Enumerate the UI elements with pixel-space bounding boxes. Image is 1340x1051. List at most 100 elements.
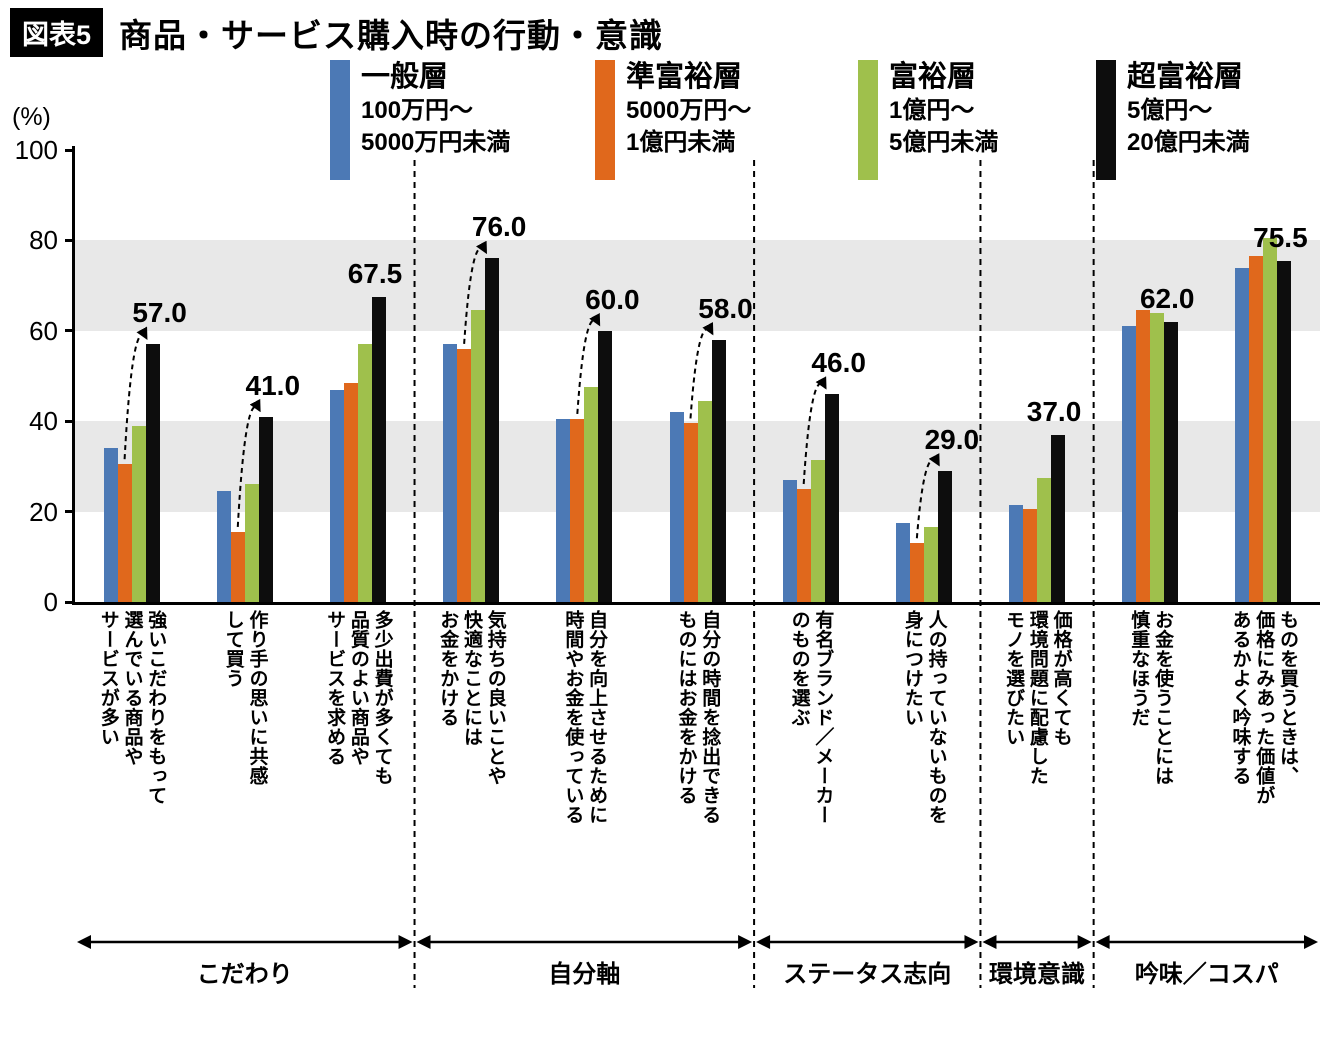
bar xyxy=(923,527,938,602)
category-label: 作り手の思いに共感 して買う xyxy=(187,610,303,942)
bar xyxy=(1051,434,1066,602)
bar xyxy=(443,344,458,602)
value-label: 60.0 xyxy=(585,283,640,315)
bar xyxy=(796,489,811,602)
y-tick-label: 40 xyxy=(29,406,58,437)
bar xyxy=(1037,477,1052,602)
section-label: こだわり xyxy=(196,961,293,988)
category-label-text: 強いこだわりをもって 選んでいる商品や サービスが多い xyxy=(97,610,167,805)
bar xyxy=(371,296,386,602)
bar xyxy=(669,412,684,602)
y-tick-mark xyxy=(65,238,75,242)
category-label: 有名ブランド／メーカー のものを選ぶ xyxy=(753,610,869,942)
bar xyxy=(1150,312,1165,602)
category-label-text: 有名ブランド／メーカー のものを選ぶ xyxy=(788,610,834,825)
section-label: 自分軸 xyxy=(548,961,621,988)
y-tick-label: 0 xyxy=(43,587,58,617)
bar xyxy=(471,310,486,602)
bar xyxy=(117,464,132,602)
value-label: 46.0 xyxy=(811,347,866,379)
legend: 一般層 100万円～ 5000万円未満 準富裕層 5000万円～ 1億円未満 富… xyxy=(0,0,1340,200)
bar xyxy=(145,344,160,602)
category-label: 自分を向上させるために 時間やお金を使っている xyxy=(526,610,642,942)
legend-name: 一般層 xyxy=(361,61,449,93)
category-label-text: お金を使うことには 慎重なほうだ xyxy=(1128,610,1173,786)
value-label: 29.0 xyxy=(924,423,980,455)
figure-title: 商品・サービス購入時の行動・意識 xyxy=(119,16,664,54)
bar xyxy=(258,416,273,602)
bar xyxy=(683,423,698,602)
y-axis-unit: (%) xyxy=(12,103,51,131)
y-tick-label: 60 xyxy=(29,315,58,346)
legend-range: 5000万円未満 xyxy=(361,129,511,157)
value-label: 76.0 xyxy=(471,211,527,243)
value-label: 67.5 xyxy=(347,257,403,289)
legend-range: 5000万円～ xyxy=(626,96,752,124)
bar xyxy=(244,484,259,602)
bar xyxy=(937,470,952,602)
figure-tag: 図表5 xyxy=(10,8,104,57)
category-label-text: 自分の時間を捻出できる ものにはお金をかける xyxy=(675,610,721,825)
y-tick-mark xyxy=(65,148,75,152)
bar xyxy=(782,479,797,602)
legend-swatch-semi-wealthy xyxy=(595,60,615,180)
category-label-text: 多少出費が多くても 品質のよい商品や サービスを求める xyxy=(324,610,393,786)
category-label-text: ものを買うときは、 価格にみあった価値が あるかよく吟味する xyxy=(1229,610,1299,805)
legend-range: 20億円未満 xyxy=(1127,129,1250,157)
y-tick-label: 20 xyxy=(29,496,58,527)
bar xyxy=(357,344,372,602)
legend-item: 超富裕層 5億円～ 20億円未満 xyxy=(1096,60,1250,180)
section-label: ステータス志向 xyxy=(783,961,952,988)
legend-swatch-ultra-wealthy xyxy=(1096,60,1116,180)
category-label-text: 気持ちの良いことや 快適なことには お金をかける xyxy=(437,610,506,786)
legend-name: 富裕層 xyxy=(889,61,977,93)
legend-text: 超富裕層 5億円～ 20億円未満 xyxy=(1127,60,1250,180)
grid-band xyxy=(75,240,1320,331)
y-tick-mark xyxy=(65,600,75,604)
bar xyxy=(1136,310,1151,602)
bar xyxy=(1164,321,1179,602)
bar xyxy=(1009,504,1024,602)
category-label: 気持ちの良いことや 快適なことには お金をかける xyxy=(413,610,529,942)
bar xyxy=(1122,326,1137,602)
category-label: 多少出費が多くても 品質のよい商品や サービスを求める xyxy=(300,610,416,942)
legend-range: 5億円未満 xyxy=(889,129,999,157)
x-axis-line xyxy=(72,602,1320,605)
legend-swatch-general xyxy=(330,60,350,180)
bar xyxy=(1023,509,1038,602)
bar xyxy=(131,425,146,602)
legend-name: 超富裕層 xyxy=(1127,61,1244,93)
value-label: 37.0 xyxy=(1026,395,1082,427)
category-label-text: 自分を向上させるために 時間やお金を使っている xyxy=(562,610,608,825)
section-label: 吟味／コスパ xyxy=(1134,961,1279,988)
value-label: 62.0 xyxy=(1139,282,1195,314)
y-axis-line xyxy=(72,146,75,605)
value-label: 75.5 xyxy=(1253,221,1308,253)
value-label: 41.0 xyxy=(245,369,301,401)
bar xyxy=(895,522,910,602)
bar xyxy=(230,531,245,602)
section-label: 環境意識 xyxy=(989,961,1086,988)
bar xyxy=(570,418,585,602)
bar xyxy=(216,491,231,602)
value-label: 58.0 xyxy=(698,292,753,324)
bar xyxy=(909,543,924,602)
legend-name: 準富裕層 xyxy=(626,61,743,93)
category-label: お金を使うことには 慎重なほうだ xyxy=(1092,610,1208,942)
bar xyxy=(1249,256,1264,602)
bar xyxy=(103,448,118,602)
legend-item: 準富裕層 5000万円～ 1億円未満 xyxy=(595,60,751,180)
category-label: 価格が高くても 環境問題に配慮した モノを選びたい xyxy=(979,610,1095,942)
legend-range: 1億円未満 xyxy=(626,129,736,157)
legend-range: 5億円～ xyxy=(1127,96,1213,124)
bar xyxy=(810,459,825,602)
category-label-text: 人の持っていないものを 身につけたい xyxy=(901,610,947,825)
category-label: 人の持っていないものを 身につけたい xyxy=(866,610,982,942)
bar xyxy=(1263,238,1278,602)
y-tick-mark xyxy=(65,329,75,333)
bar xyxy=(711,339,726,602)
bar xyxy=(697,400,712,602)
bar xyxy=(584,387,599,602)
bar xyxy=(329,389,344,602)
